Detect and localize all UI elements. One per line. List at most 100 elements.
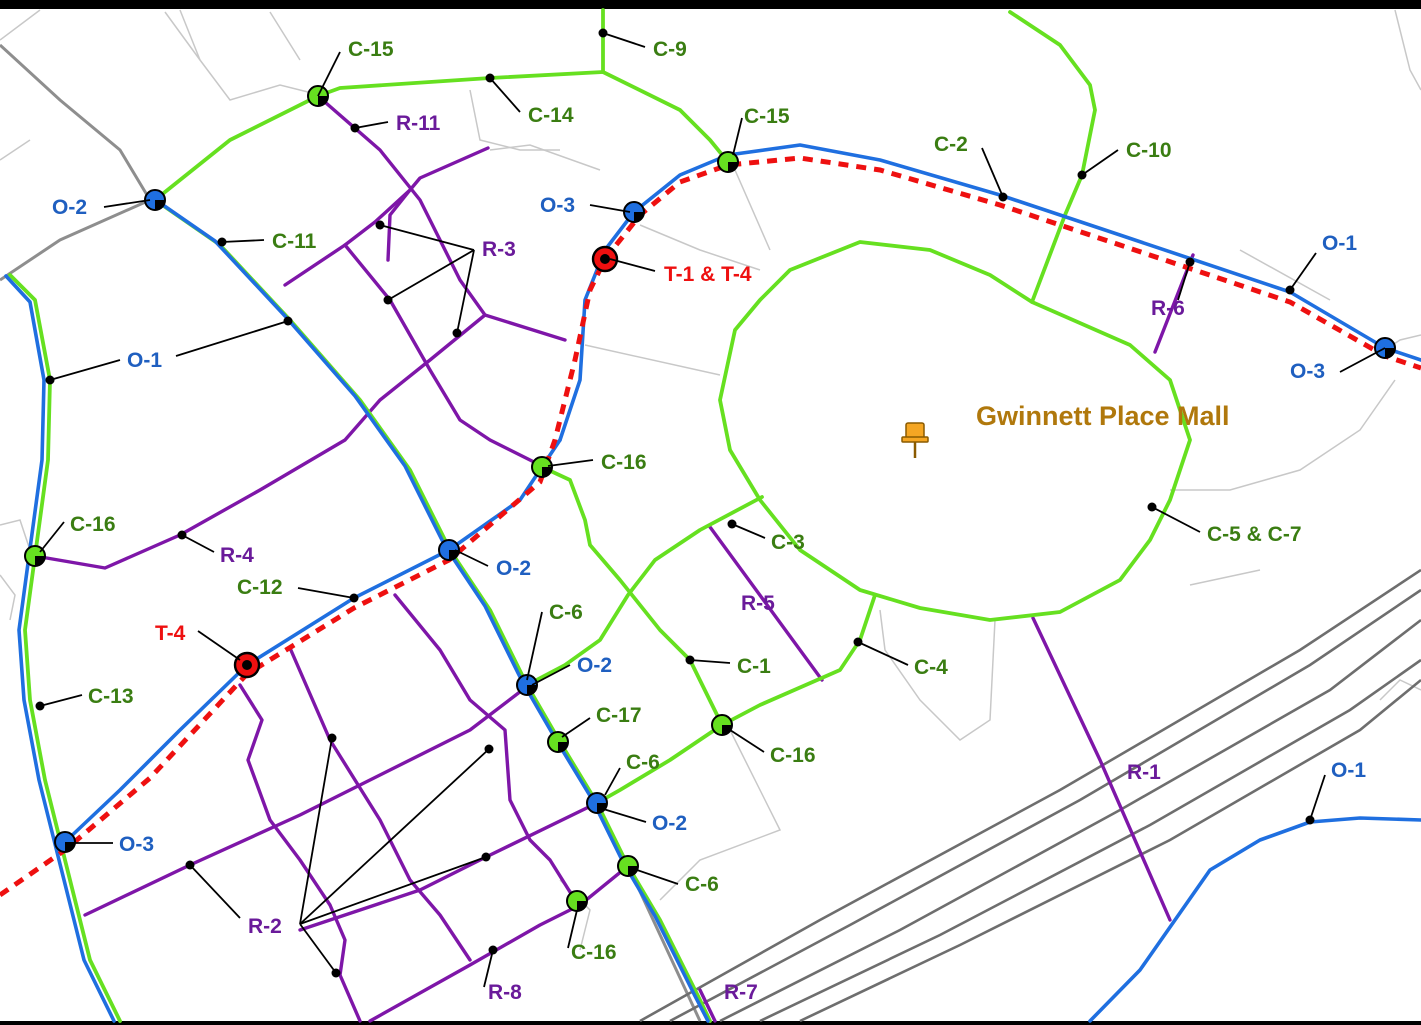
leader-c57	[1151, 506, 1201, 533]
leader-dot	[383, 295, 393, 305]
highway-bundle	[639, 568, 1421, 1023]
leader-dot	[1305, 815, 1315, 825]
label-c13: C-13	[88, 685, 134, 708]
junction-markers	[24, 85, 1396, 912]
route-o1-bottom	[1088, 816, 1421, 1023]
street	[734, 169, 771, 251]
label-c17: C-17	[596, 704, 642, 727]
label-o2c: O-2	[577, 654, 612, 677]
leader-c10	[1081, 149, 1119, 176]
leader-o3b	[1339, 347, 1386, 373]
label-c16b: C-16	[70, 513, 116, 536]
leader-dot	[452, 328, 462, 338]
street	[164, 11, 321, 101]
leader-c6a	[526, 611, 543, 681]
leader-o2d	[599, 807, 647, 823]
label-o1a: O-1	[127, 349, 162, 372]
junction-o2-mid	[438, 539, 460, 561]
route-c16-left	[8, 273, 122, 1023]
leader-o2b	[454, 549, 489, 567]
label-c12: C-12	[237, 576, 283, 599]
leader-dot	[331, 968, 341, 978]
route-r1	[1031, 616, 1172, 922]
label-c4: C-4	[914, 656, 948, 679]
leader-dot	[998, 192, 1008, 202]
route-r11	[316, 94, 567, 342]
junction-c6-low	[617, 855, 639, 877]
leader-dot	[45, 375, 55, 385]
junction-c15-mid	[717, 151, 739, 173]
leader-c6c	[633, 868, 679, 885]
leader-c4	[857, 641, 909, 666]
street	[489, 144, 601, 171]
label-o3b: O-3	[1290, 360, 1325, 383]
leader-c13	[39, 694, 83, 707]
route-r2-c	[238, 683, 362, 1023]
route-c14	[601, 70, 730, 164]
leader-r2-2	[299, 748, 490, 925]
leader-dot	[484, 744, 494, 754]
bottom-border	[0, 1021, 1421, 1025]
junction-o2-top	[144, 189, 166, 211]
leader-r2-1	[299, 737, 333, 925]
leader-dot	[1285, 285, 1295, 295]
leader-dot	[598, 28, 608, 38]
label-c9: C-9	[653, 38, 687, 61]
leader-c14	[489, 77, 521, 113]
leader-o1a-2	[175, 320, 289, 357]
pushpin-icon[interactable]	[901, 422, 929, 458]
label-t14: T-1 & T-4	[664, 263, 752, 286]
label-c16d: C-16	[571, 941, 617, 964]
route-c10	[1008, 10, 1097, 304]
label-o3c: O-3	[119, 833, 154, 856]
label-r1: R-1	[1127, 761, 1161, 784]
leader-c15b	[732, 117, 743, 156]
street	[269, 11, 301, 61]
leader-dot	[485, 73, 495, 83]
street	[0, 9, 41, 41]
street	[0, 139, 31, 161]
leader-dot	[727, 519, 737, 529]
route-c16-mid	[540, 465, 724, 727]
street	[0, 519, 31, 551]
label-c15b: C-15	[744, 105, 790, 128]
leader-dot	[488, 945, 498, 955]
leader-r11	[354, 121, 389, 129]
label-r4: R-4	[220, 544, 254, 567]
route-r7	[698, 988, 717, 1023]
leader-dot	[481, 852, 491, 862]
junction-o2-c6	[516, 674, 538, 696]
leader-c12	[297, 587, 355, 599]
leader-dot	[375, 220, 385, 230]
label-r7: R-7	[724, 981, 758, 1004]
leader-r2-4	[299, 923, 337, 974]
route-r3-c	[33, 313, 487, 570]
gray-road	[0, 198, 151, 282]
highway-lane	[799, 678, 1421, 1023]
leader-r3-2	[387, 249, 475, 301]
label-t4: T-4	[155, 622, 186, 645]
leader-r2-5	[189, 864, 241, 919]
label-c2: C-2	[934, 133, 968, 156]
leader-c17	[561, 717, 591, 738]
street	[639, 224, 761, 271]
street	[879, 609, 996, 741]
leader-dot	[217, 237, 227, 247]
leader-o2a	[103, 199, 151, 208]
leader-t4	[197, 630, 241, 661]
leader-o2c	[531, 664, 571, 686]
label-o3a: O-3	[540, 194, 575, 217]
leader-dot	[853, 637, 863, 647]
label-r2: R-2	[248, 915, 282, 938]
leader-dot	[1077, 170, 1087, 180]
base-streets	[0, 9, 1421, 951]
street	[1394, 9, 1421, 91]
leader-dot	[1147, 502, 1157, 512]
street	[584, 344, 721, 376]
leader-c6b	[604, 767, 621, 796]
street	[0, 574, 16, 621]
label-c10: C-10	[1126, 139, 1172, 162]
route-r2-e	[298, 801, 599, 932]
